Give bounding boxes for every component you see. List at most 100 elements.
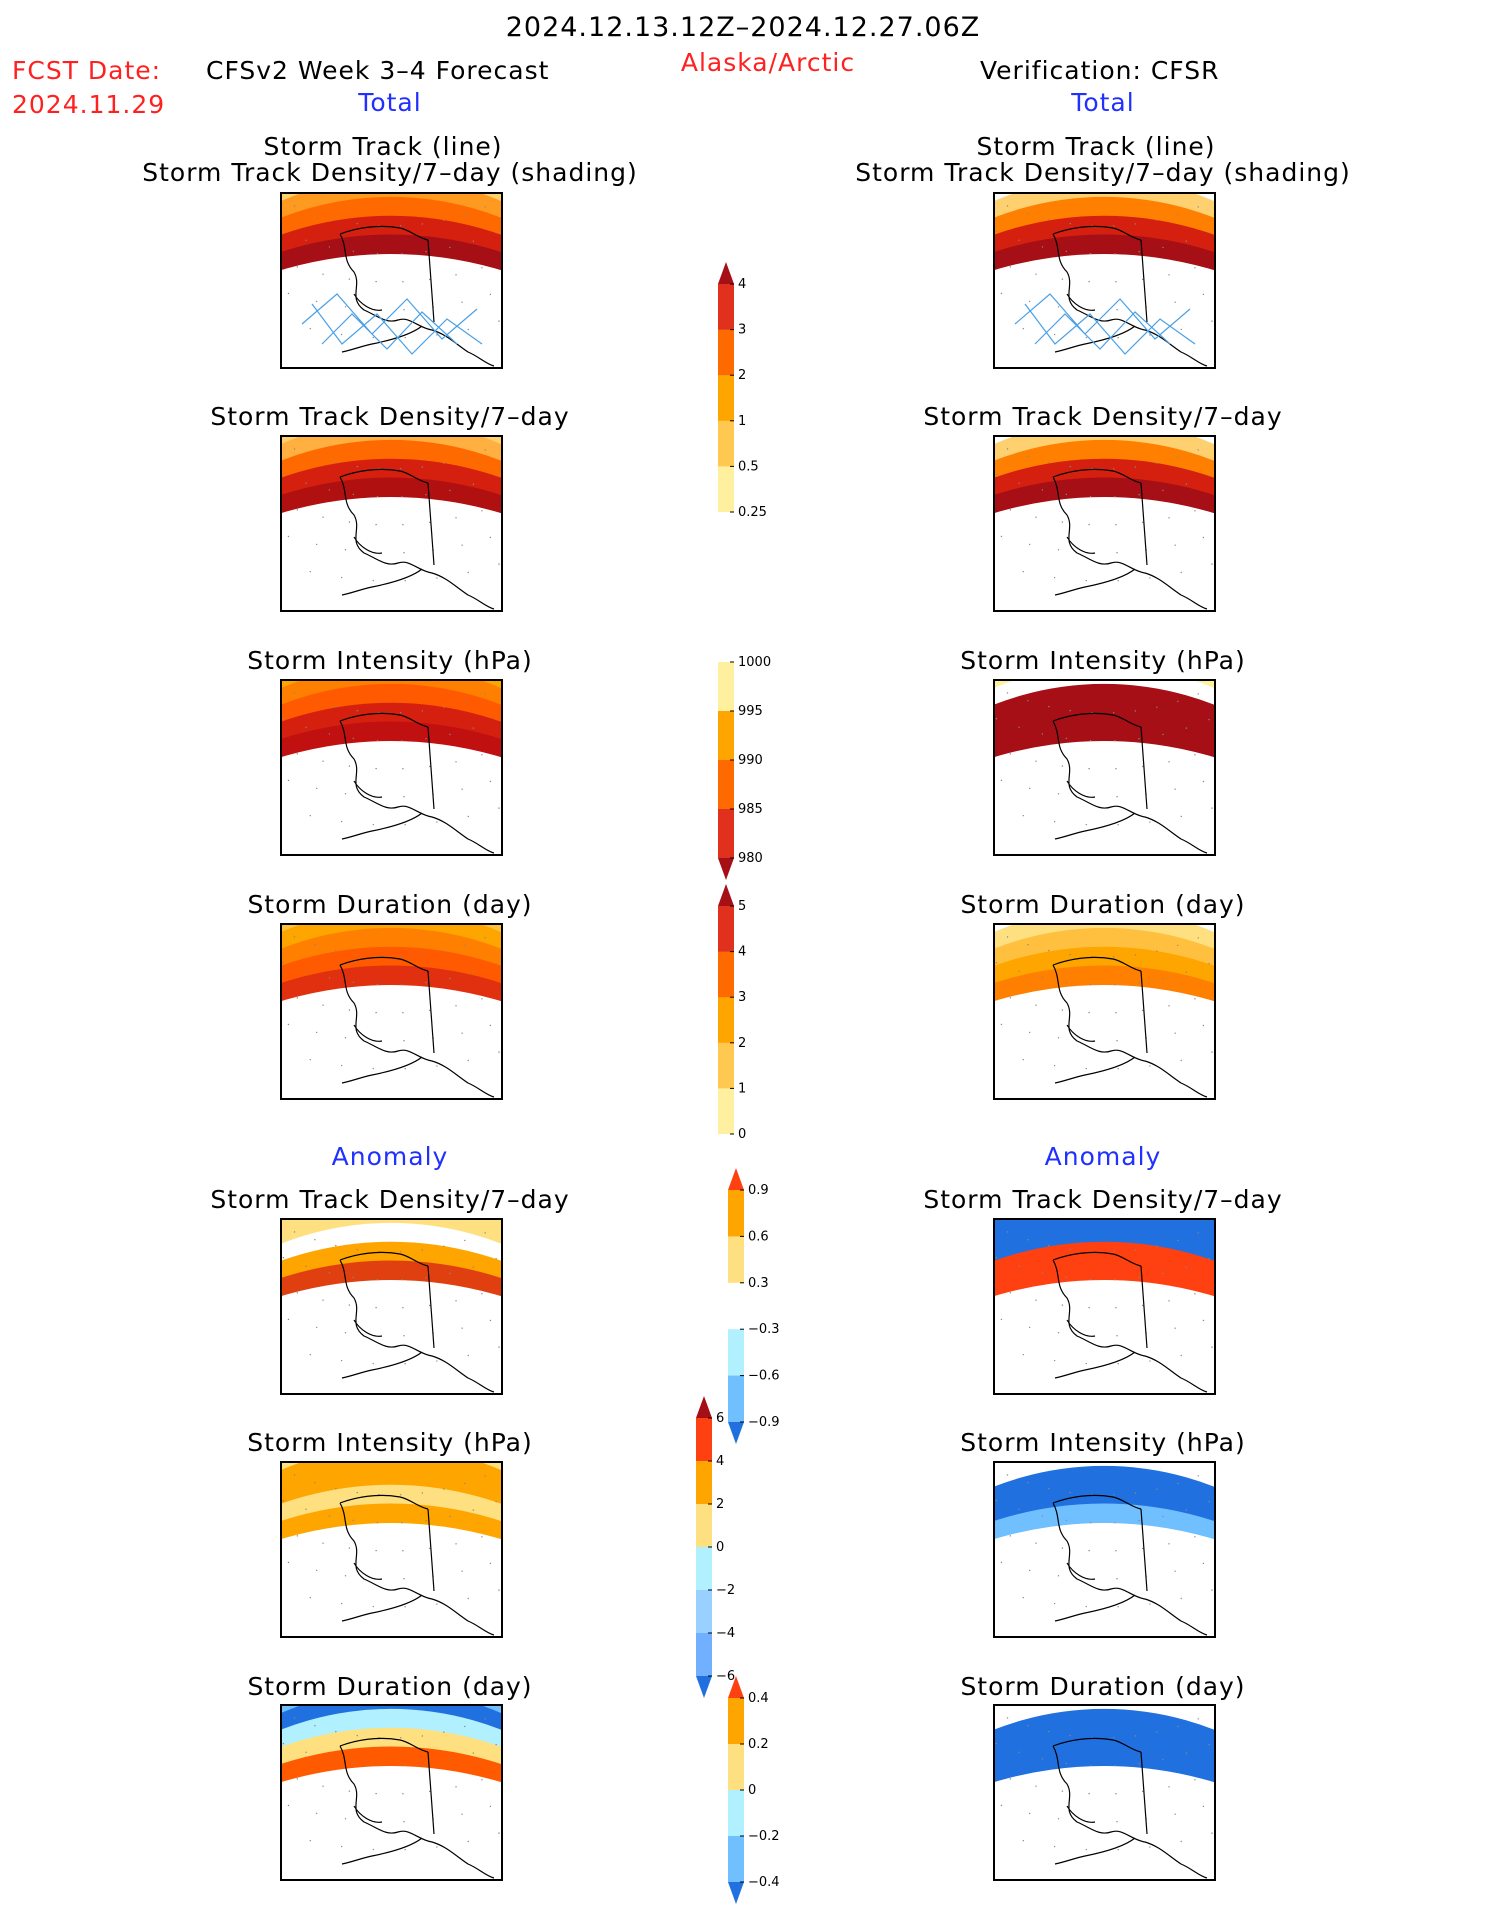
fcst-date-value: 2024.11.29 bbox=[12, 90, 166, 119]
graticule-dot bbox=[375, 523, 377, 526]
graticule-dot bbox=[1088, 1011, 1090, 1014]
graticule-dot bbox=[1053, 576, 1056, 579]
cfsr-track-title-line: Storm Track (line) bbox=[976, 132, 1216, 161]
graticule-dot bbox=[399, 712, 402, 714]
graticule-dot bbox=[399, 225, 402, 227]
graticule-dot bbox=[1194, 267, 1196, 269]
graticule-dot bbox=[344, 1332, 347, 1334]
graticule-dot bbox=[1035, 1542, 1037, 1544]
colorbar-segment bbox=[728, 1236, 744, 1284]
graticule-dot bbox=[1069, 222, 1071, 225]
shading-band bbox=[995, 1746, 1214, 1783]
graticule-dot bbox=[495, 962, 497, 965]
graticule-dot bbox=[1085, 1848, 1088, 1851]
graticule-dot bbox=[305, 726, 307, 728]
fc-duration-title: Storm Duration (day) bbox=[247, 890, 533, 919]
colorbar-segment bbox=[696, 1504, 712, 1548]
graticule-dot bbox=[443, 1731, 445, 1733]
fc-anom-intensity-title: Storm Intensity (hPa) bbox=[247, 1428, 533, 1457]
graticule-dot bbox=[461, 788, 463, 790]
graticule-dot bbox=[1041, 977, 1044, 979]
graticule-dot bbox=[1000, 535, 1003, 538]
graticule-dot bbox=[1009, 1292, 1011, 1294]
graticule-dot bbox=[484, 206, 486, 208]
graticule-dot bbox=[1116, 1821, 1118, 1823]
colorbar-segment bbox=[696, 1590, 712, 1634]
graticule-dot bbox=[472, 727, 475, 729]
graticule-dot bbox=[314, 1482, 316, 1484]
graticule-dot bbox=[1114, 1522, 1116, 1524]
graticule-dot bbox=[1057, 793, 1060, 795]
graticule-dot bbox=[287, 1804, 290, 1807]
graticule-dot bbox=[315, 543, 318, 546]
graticule-dot bbox=[421, 1492, 424, 1494]
graticule-dot bbox=[1138, 1763, 1140, 1765]
graticule-dot bbox=[464, 1725, 466, 1728]
graticule-dot bbox=[421, 466, 424, 468]
graticule-dot bbox=[1018, 970, 1020, 972]
graticule-dot bbox=[399, 956, 402, 958]
graticule-dot bbox=[467, 1059, 469, 1062]
graticule-dot bbox=[484, 937, 486, 939]
graticule-dot bbox=[1114, 253, 1116, 255]
graticule-dot bbox=[402, 281, 404, 283]
graticule-dot bbox=[1009, 509, 1011, 511]
graticule-dot bbox=[344, 549, 347, 551]
graticule-dot bbox=[1194, 754, 1196, 756]
graticule-dot bbox=[449, 246, 451, 249]
graticule-dot bbox=[1112, 225, 1115, 227]
graticule-dot bbox=[344, 1818, 347, 1820]
graticule-dot bbox=[404, 1363, 406, 1365]
graticule-dot bbox=[287, 1318, 290, 1321]
graticule-dot bbox=[472, 1752, 475, 1754]
graticule-dot bbox=[305, 1508, 307, 1510]
graticule-dot bbox=[1112, 956, 1115, 958]
colorbar-segment bbox=[718, 284, 734, 331]
graticule-dot bbox=[1061, 1790, 1064, 1792]
fc-intensity-title: Storm Intensity (hPa) bbox=[247, 646, 533, 675]
graticule-dot bbox=[1174, 1327, 1176, 1329]
graticule-dot bbox=[1006, 205, 1009, 207]
graticule-dot bbox=[1041, 1515, 1044, 1517]
graticule-dot bbox=[995, 717, 998, 720]
graticule-dot bbox=[322, 516, 324, 518]
border-line bbox=[427, 1508, 435, 1592]
coastline bbox=[339, 1494, 495, 1636]
graticule-dot bbox=[403, 552, 405, 554]
graticule-dot bbox=[495, 1743, 497, 1746]
graticule-dot bbox=[293, 448, 296, 450]
graticule-dot bbox=[995, 473, 998, 476]
graticule-dot bbox=[376, 495, 379, 498]
graticule-dot bbox=[1061, 521, 1064, 523]
graticule-dot bbox=[356, 465, 358, 468]
colorbar-tick-label: 0.9 bbox=[748, 1183, 769, 1198]
graticule-dot bbox=[428, 1790, 431, 1793]
graticule-dot bbox=[1211, 320, 1213, 322]
shading-band bbox=[282, 925, 501, 950]
shading-band bbox=[995, 1706, 1214, 1731]
graticule-dot bbox=[1202, 1319, 1205, 1322]
graticule-dot bbox=[402, 1793, 404, 1795]
graticule-dot bbox=[1174, 1570, 1176, 1572]
graticule-dot bbox=[1194, 510, 1196, 512]
intensity-colorbar: 1000 995 990 985 980 bbox=[718, 640, 798, 884]
graticule-dot bbox=[1197, 693, 1199, 695]
graticule-dot bbox=[1035, 760, 1037, 762]
shading-band bbox=[282, 702, 501, 740]
anom-intensity-colorbar: 6 4 2 0 −2 −4 −6 bbox=[696, 1396, 776, 1702]
graticule-dot bbox=[1156, 706, 1158, 708]
graticule-dot bbox=[328, 1515, 331, 1517]
graticule-dot bbox=[449, 977, 451, 980]
graticule-dot bbox=[425, 1277, 427, 1279]
coastline bbox=[339, 1737, 495, 1879]
graticule-dot bbox=[403, 309, 405, 311]
graticule-dot bbox=[1006, 448, 1009, 450]
graticule-dot bbox=[1117, 1849, 1119, 1851]
graticule-dot bbox=[436, 1603, 438, 1605]
graticule-dot bbox=[461, 1327, 463, 1329]
graticule-dot bbox=[1156, 1488, 1158, 1490]
graticule-dot bbox=[436, 334, 438, 336]
graticule-dot bbox=[1048, 1487, 1050, 1490]
graticule-dot bbox=[356, 1491, 358, 1494]
graticule-dot bbox=[305, 482, 307, 484]
